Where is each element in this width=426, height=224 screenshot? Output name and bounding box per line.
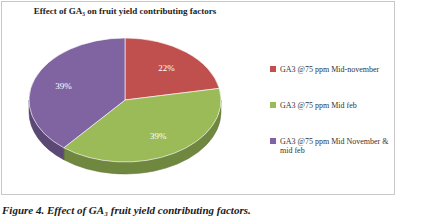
legend-label: GA3 @75 ppm Mid November &mid feb — [280, 137, 389, 155]
chart-frame — [2, 2, 395, 195]
legend-swatch — [270, 138, 276, 144]
legend: GA3 @75 ppm Mid-november GA3 @75 ppm Mid … — [270, 65, 389, 155]
slice — [29, 38, 125, 148]
caption: Figure 4. Effect of GA₃ fruit yield cont… — [1, 204, 251, 216]
chart: Effect of GA₃ on fruit yield contributin… — [0, 0, 426, 224]
data-label: 39% — [150, 131, 167, 141]
title: Effect of GA₃ on fruit yield contributin… — [34, 6, 217, 16]
legend-swatch — [270, 102, 276, 108]
pie — [29, 38, 221, 174]
legend-label: GA3 @75 ppm Mid feb — [280, 101, 357, 110]
data-label: 22% — [158, 63, 175, 73]
data-label: 39% — [55, 81, 72, 91]
legend-label: GA3 @75 ppm Mid-november — [280, 65, 379, 74]
legend-swatch — [270, 66, 276, 72]
